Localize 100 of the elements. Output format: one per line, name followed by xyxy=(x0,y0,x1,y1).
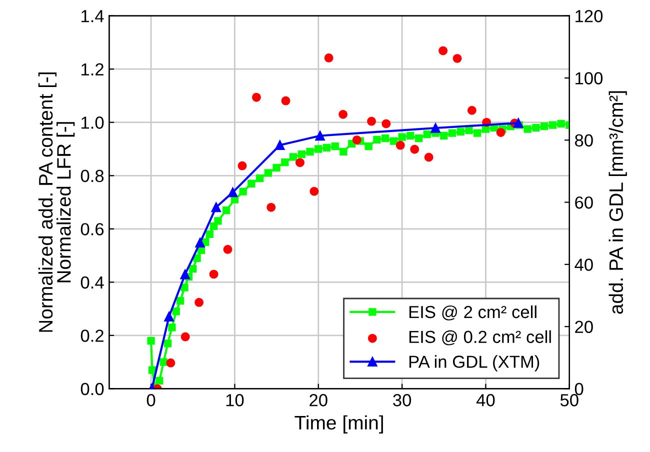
legend-label: PA in GDL (XTM) xyxy=(409,355,540,372)
point xyxy=(438,46,448,56)
point xyxy=(281,96,290,106)
point xyxy=(331,142,339,150)
point xyxy=(352,135,362,144)
point xyxy=(364,142,372,150)
x-tick-label: 50 xyxy=(560,394,578,406)
point xyxy=(424,152,434,162)
point xyxy=(314,145,322,153)
point xyxy=(298,150,306,158)
point xyxy=(423,130,431,138)
x-tick-label: 10 xyxy=(226,394,244,406)
y2-tick-label: 0 xyxy=(574,382,584,396)
point xyxy=(239,188,247,196)
y2-tick-label: 120 xyxy=(576,10,603,22)
point xyxy=(322,144,331,152)
point xyxy=(448,129,456,137)
point xyxy=(452,54,462,63)
point xyxy=(367,116,376,126)
x-axis-title: Time [min] xyxy=(294,415,383,434)
point xyxy=(206,230,214,238)
point xyxy=(189,265,197,273)
point xyxy=(194,298,204,307)
point xyxy=(166,358,176,368)
point xyxy=(266,202,276,212)
point xyxy=(222,206,230,214)
point xyxy=(164,312,174,322)
y-tick-label: 0.4 xyxy=(80,276,104,289)
point xyxy=(465,126,473,134)
x-tick-label: 40 xyxy=(476,394,495,406)
point xyxy=(382,119,391,128)
point xyxy=(396,140,405,150)
y-axis-title: Normalized add. PA content [-] Normalized LFR [-] xyxy=(38,72,75,332)
point xyxy=(398,133,406,141)
point xyxy=(176,297,184,305)
point xyxy=(214,217,222,225)
point xyxy=(180,284,188,292)
point xyxy=(373,136,381,144)
point xyxy=(172,308,180,316)
point xyxy=(440,132,448,140)
x-tick-label: 20 xyxy=(310,394,328,406)
point xyxy=(281,158,289,166)
point xyxy=(406,132,414,140)
point xyxy=(540,122,548,130)
point xyxy=(156,376,164,385)
y2-tick-label: 60 xyxy=(575,196,593,209)
point xyxy=(272,164,280,172)
point xyxy=(275,140,285,150)
y-tick-label: 1.2 xyxy=(82,63,104,76)
point xyxy=(532,124,540,132)
point xyxy=(467,106,476,115)
y2-tick-label: 100 xyxy=(576,72,603,84)
y-tick-label: 0.8 xyxy=(80,170,104,182)
point xyxy=(548,121,556,129)
point xyxy=(306,148,314,156)
point xyxy=(289,153,298,161)
point xyxy=(310,186,319,196)
point xyxy=(223,244,232,254)
point xyxy=(209,270,218,279)
point xyxy=(264,169,272,177)
y-tick-label: 1.0 xyxy=(82,116,104,129)
point xyxy=(248,180,256,188)
point xyxy=(195,238,205,248)
point xyxy=(390,137,398,145)
legend-label: EIS @ 0.2 cm² cell xyxy=(409,330,551,346)
point xyxy=(338,110,348,119)
point xyxy=(414,134,423,142)
point xyxy=(514,118,524,128)
y2-tick-label: 80 xyxy=(575,134,593,147)
point xyxy=(474,129,482,137)
legend-label: EIS @ 2 cm² cell xyxy=(409,305,536,320)
y-tick-label: 0.0 xyxy=(80,382,104,396)
point xyxy=(524,125,532,133)
point xyxy=(180,270,190,280)
y2-axis-title: add. PA in GDL [mm³/cm²] xyxy=(608,91,627,314)
point xyxy=(228,187,238,198)
point xyxy=(252,92,261,102)
point xyxy=(324,53,334,62)
point xyxy=(238,161,247,170)
point xyxy=(180,332,190,342)
point xyxy=(456,128,464,136)
point xyxy=(295,158,304,168)
point xyxy=(256,174,264,182)
point xyxy=(430,123,440,133)
y-tick-label: 1.4 xyxy=(82,10,104,22)
point xyxy=(193,254,201,262)
point xyxy=(496,128,506,137)
point xyxy=(168,324,176,332)
point xyxy=(382,134,390,142)
point xyxy=(340,148,348,156)
x-tick-label: 30 xyxy=(393,394,412,406)
y-tick-label: 0.2 xyxy=(80,330,104,342)
point xyxy=(315,130,325,141)
point xyxy=(557,120,565,128)
x-tick-label: 0 xyxy=(146,394,156,406)
point xyxy=(164,340,172,348)
point xyxy=(160,358,168,366)
y2-tick-label: 40 xyxy=(574,258,593,271)
y-tick-label: 0.6 xyxy=(80,223,104,236)
y2-tick-label: 20 xyxy=(575,320,593,334)
